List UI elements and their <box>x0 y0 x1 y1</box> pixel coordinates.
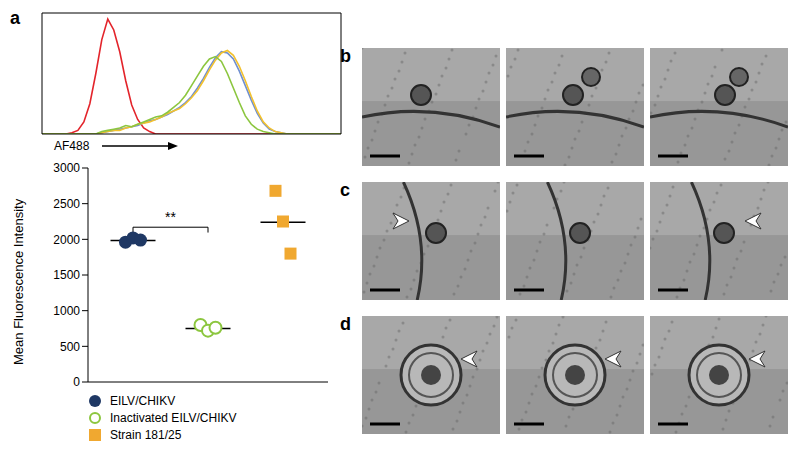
svg-text:3000: 3000 <box>53 161 80 175</box>
svg-text:0: 0 <box>73 375 80 389</box>
svg-text:Mean Fluorescence Intensity: Mean Fluorescence Intensity <box>11 198 26 365</box>
svg-text:**: ** <box>165 209 176 225</box>
svg-text:b: b <box>340 46 351 66</box>
svg-text:AF488: AF488 <box>54 139 90 153</box>
html-text:Strain 181/25: Strain 181/25 <box>110 427 182 442</box>
svg-text:1000: 1000 <box>53 304 80 318</box>
html-text:EILV/CHIKV: EILV/CHIKV <box>110 393 176 408</box>
svg-text:500: 500 <box>60 340 80 354</box>
html-text:Inactivated EILV/CHIKV: Inactivated EILV/CHIKV <box>110 410 237 425</box>
svg-text:d: d <box>340 314 351 334</box>
html-text:a: a <box>10 8 20 28</box>
svg-text:1500: 1500 <box>53 268 80 282</box>
svg-text:2000: 2000 <box>53 233 80 247</box>
svg-text:c: c <box>340 180 350 200</box>
svg-text:2500: 2500 <box>53 197 80 211</box>
